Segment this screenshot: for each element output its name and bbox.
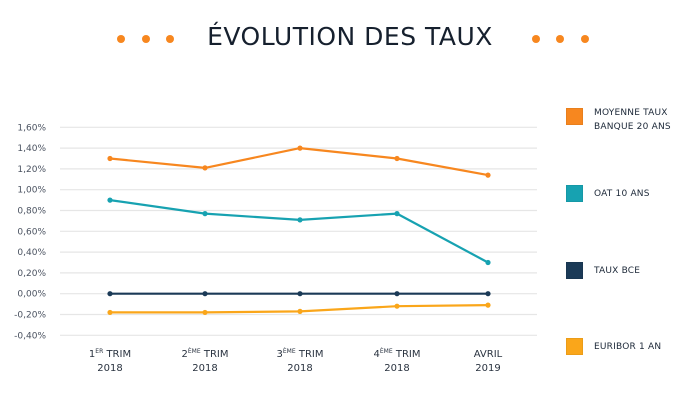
data-point[interactable]	[394, 155, 400, 162]
x-tick-label: 1ER TRIM	[89, 348, 131, 360]
data-point[interactable]	[107, 155, 113, 162]
data-point[interactable]	[394, 211, 400, 217]
y-tick-label: 0,20%	[17, 269, 46, 279]
decorative-dot	[556, 35, 564, 43]
legend-item[interactable]: MOYENNE TAUX BANQUE 20 ANS	[566, 108, 686, 134]
x-tick-label-year: 2019	[475, 363, 500, 374]
y-axis-ticks: 1,60% 1,40% 1,20% 1,00% 0,80% 0,60% 0,40% 0,20%…	[14, 123, 46, 341]
data-point[interactable]	[202, 211, 208, 217]
legend-swatch	[566, 262, 583, 279]
chart-legend: MOYENNE TAUX BANQUE 20 ANS OAT 10 ANS TAUX…	[566, 0, 700, 400]
y-tick-label: 0,80%	[17, 207, 46, 217]
legend-swatch	[566, 185, 583, 202]
legend-label: MOYENNE TAUX BANQUE 20 ANS	[594, 108, 671, 132]
y-tick-label: 0,60%	[17, 227, 46, 237]
x-tick-label: AVRIL	[474, 349, 503, 360]
x-axis-ticks: 1ER TRIM 2018 2ÈME TRIM 2018 3ÈME TRIM 2018 4È…	[89, 347, 503, 374]
legend-item[interactable]: TAUX BCE	[566, 262, 700, 279]
x-tick-label-year: 2018	[384, 363, 409, 374]
chart-title: ÉVOLUTION DES TAUX	[207, 22, 493, 51]
decorative-dot	[532, 35, 540, 43]
legend-item[interactable]: EURIBOR 1 AN	[566, 338, 700, 355]
y-tick-label: 0,40%	[17, 248, 46, 258]
data-point[interactable]	[107, 291, 113, 297]
y-tick-label: 1,20%	[17, 165, 46, 175]
series-lines	[107, 145, 491, 316]
chart-header: ÉVOLUTION DES TAUX	[0, 0, 700, 80]
data-point[interactable]	[202, 309, 208, 316]
data-point[interactable]	[202, 165, 208, 171]
data-point[interactable]	[297, 217, 303, 223]
gridlines	[60, 126, 537, 336]
decorative-dot	[581, 35, 589, 43]
y-tick-label: 1,00%	[17, 186, 46, 196]
data-point[interactable]	[485, 291, 491, 297]
decorative-dot	[117, 35, 125, 43]
data-point[interactable]	[107, 309, 113, 316]
data-point[interactable]	[485, 302, 491, 308]
series-moyenne-taux-banque-20-ans	[107, 145, 491, 178]
series-oat-10-ans	[107, 197, 491, 266]
data-point[interactable]	[297, 308, 303, 314]
decorative-dot	[166, 35, 174, 43]
data-point[interactable]	[485, 259, 491, 266]
decorative-dot	[142, 35, 150, 43]
y-tick-label: -0,20%	[14, 311, 46, 321]
series-taux-bce	[107, 291, 491, 297]
x-tick-label-year: 2018	[287, 363, 312, 374]
y-tick-label: 1,40%	[17, 144, 46, 154]
data-point[interactable]	[394, 303, 400, 309]
x-tick-label: 2ÈME TRIM	[182, 347, 229, 360]
data-point[interactable]	[485, 172, 491, 178]
legend-swatch	[566, 108, 583, 125]
data-point[interactable]	[297, 291, 303, 297]
data-point[interactable]	[107, 197, 113, 203]
data-point[interactable]	[297, 145, 303, 151]
x-tick-label: 3ÈME TRIM	[277, 347, 324, 360]
data-point[interactable]	[202, 291, 208, 297]
legend-swatch	[566, 338, 583, 355]
y-tick-label: -0,40%	[14, 331, 46, 341]
x-tick-label: 4ÈME TRIM	[374, 347, 421, 360]
data-point[interactable]	[394, 291, 400, 297]
legend-item[interactable]: OAT 10 ANS	[566, 185, 700, 202]
legend-label: EURIBOR 1 AN	[594, 342, 662, 352]
legend-label: OAT 10 ANS	[594, 189, 650, 199]
legend-label: TAUX BCE	[594, 266, 641, 276]
x-tick-label-year: 2018	[97, 363, 122, 374]
y-tick-label: 0,00%	[17, 290, 46, 300]
y-tick-label: 1,60%	[17, 123, 46, 133]
x-tick-label-year: 2018	[192, 363, 217, 374]
series-line	[109, 147, 489, 177]
series-euribor-1-an	[107, 302, 491, 316]
